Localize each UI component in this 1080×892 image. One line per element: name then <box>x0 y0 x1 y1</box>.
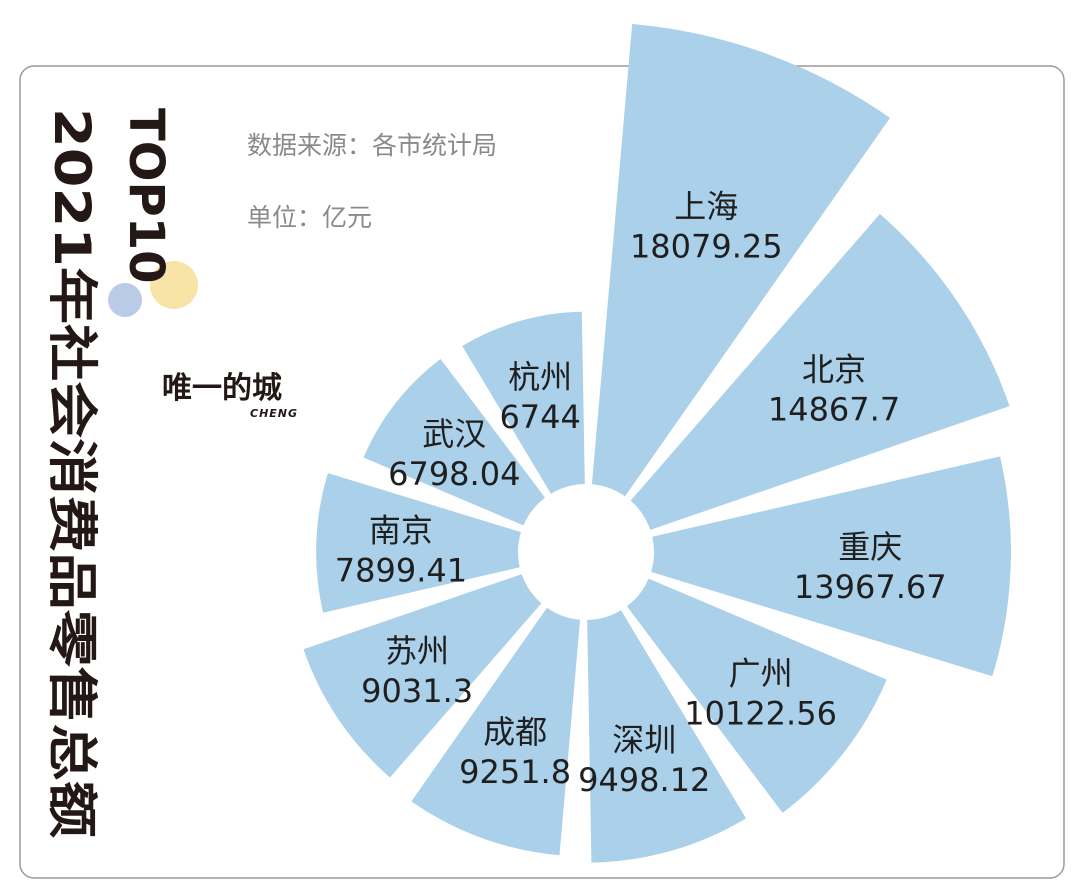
slice-4 <box>587 610 747 863</box>
slice-category-label: 武汉 <box>422 415 486 453</box>
unit-note: 单位：亿元 <box>247 203 372 232</box>
slice-category-label: 深圳 <box>612 721 676 759</box>
brand-logo-text: 唯一的城 <box>162 371 282 406</box>
slice-value-label: 9498.12 <box>578 761 710 799</box>
slice-6 <box>303 574 542 778</box>
slice-value-label: 9031.3 <box>361 672 473 710</box>
slice-7 <box>316 473 521 613</box>
slice-value-label: 6798.04 <box>388 455 520 493</box>
slice-value-label: 10122.56 <box>684 694 837 732</box>
brand-logo-sub: CHENG <box>250 407 298 420</box>
slice-value-label: 6744 <box>499 398 580 436</box>
slice-8 <box>363 358 546 526</box>
slice-category-label: 苏州 <box>385 632 449 670</box>
slice-category-label: 成都 <box>483 713 547 751</box>
slice-category-label: 上海 <box>674 188 738 226</box>
slice-category-label: 广州 <box>729 654 793 692</box>
slices-group <box>303 24 1011 863</box>
deco-yellow-circle <box>150 261 198 309</box>
title-top10: TOP10 <box>118 108 174 284</box>
title-main: 2021年社会消费品零售总额 <box>43 108 101 838</box>
slice-category-label: 北京 <box>802 351 866 389</box>
slice-category-label: 南京 <box>369 512 433 550</box>
slice-value-label: 14867.7 <box>768 391 900 429</box>
slice-3 <box>626 578 887 813</box>
slice-9 <box>462 311 585 494</box>
slice-2 <box>651 456 1011 677</box>
slice-category-label: 重庆 <box>838 528 902 566</box>
slice-1 <box>630 213 1010 530</box>
slice-value-label: 9251.8 <box>459 753 571 791</box>
source-note: 数据来源：各市统计局 <box>247 131 497 160</box>
deco-blue-circle <box>108 283 142 317</box>
slice-value-label: 18079.25 <box>630 228 783 266</box>
slice-category-label: 杭州 <box>508 358 572 396</box>
slice-value-label: 7899.41 <box>335 552 467 590</box>
center-hole <box>528 494 644 610</box>
slice-0 <box>591 24 890 497</box>
slice-value-label: 13967.67 <box>794 568 947 606</box>
slice-5 <box>411 607 581 856</box>
card-frame <box>19 65 1065 879</box>
